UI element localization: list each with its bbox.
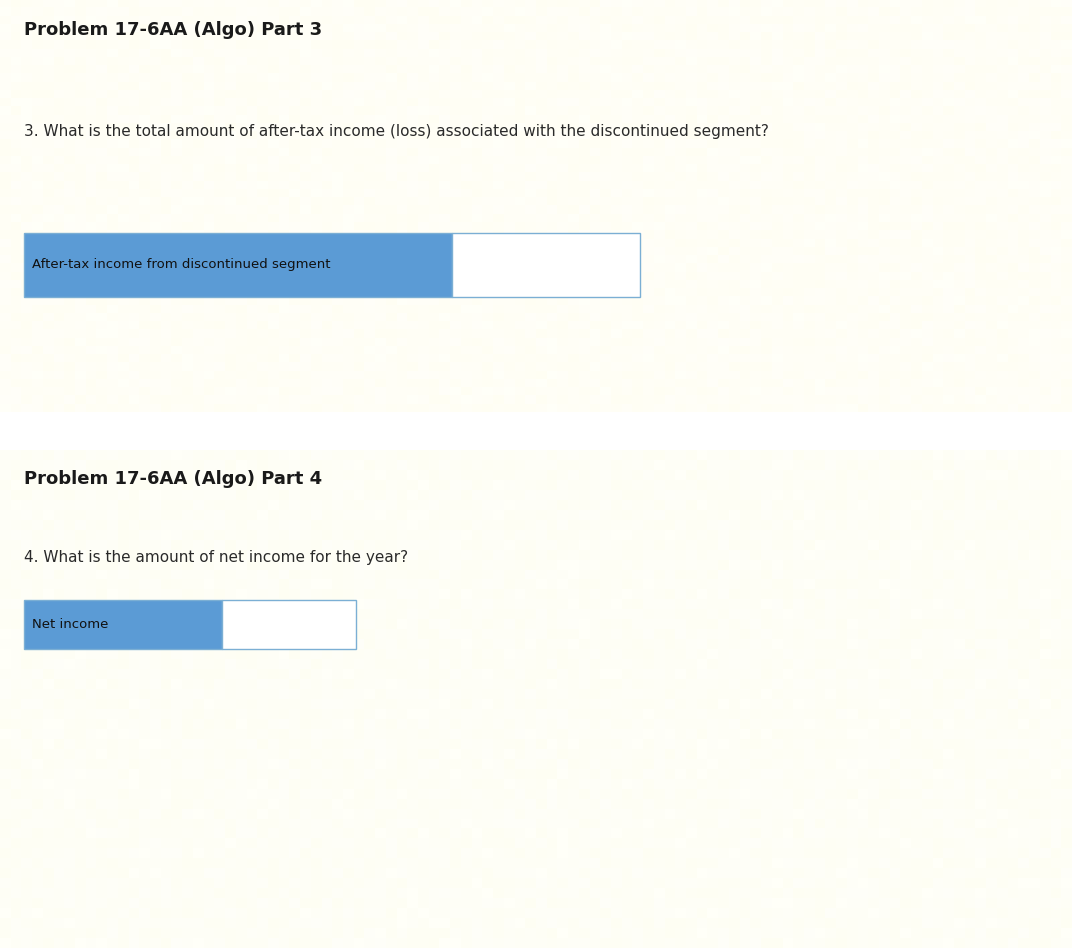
Text: 4. What is the amount of net income for the year?: 4. What is the amount of net income for …: [24, 550, 407, 565]
Text: Net income: Net income: [32, 618, 108, 631]
FancyBboxPatch shape: [24, 233, 452, 297]
Text: After-tax income from discontinued segment: After-tax income from discontinued segme…: [32, 259, 330, 271]
FancyBboxPatch shape: [452, 233, 640, 297]
Text: Problem 17-6AA (Algo) Part 4: Problem 17-6AA (Algo) Part 4: [24, 470, 322, 488]
FancyBboxPatch shape: [24, 600, 222, 649]
Text: Problem 17-6AA (Algo) Part 3: Problem 17-6AA (Algo) Part 3: [24, 21, 322, 39]
Text: 3. What is the total amount of after-tax income (loss) associated with the disco: 3. What is the total amount of after-tax…: [24, 124, 769, 138]
FancyBboxPatch shape: [222, 600, 356, 649]
